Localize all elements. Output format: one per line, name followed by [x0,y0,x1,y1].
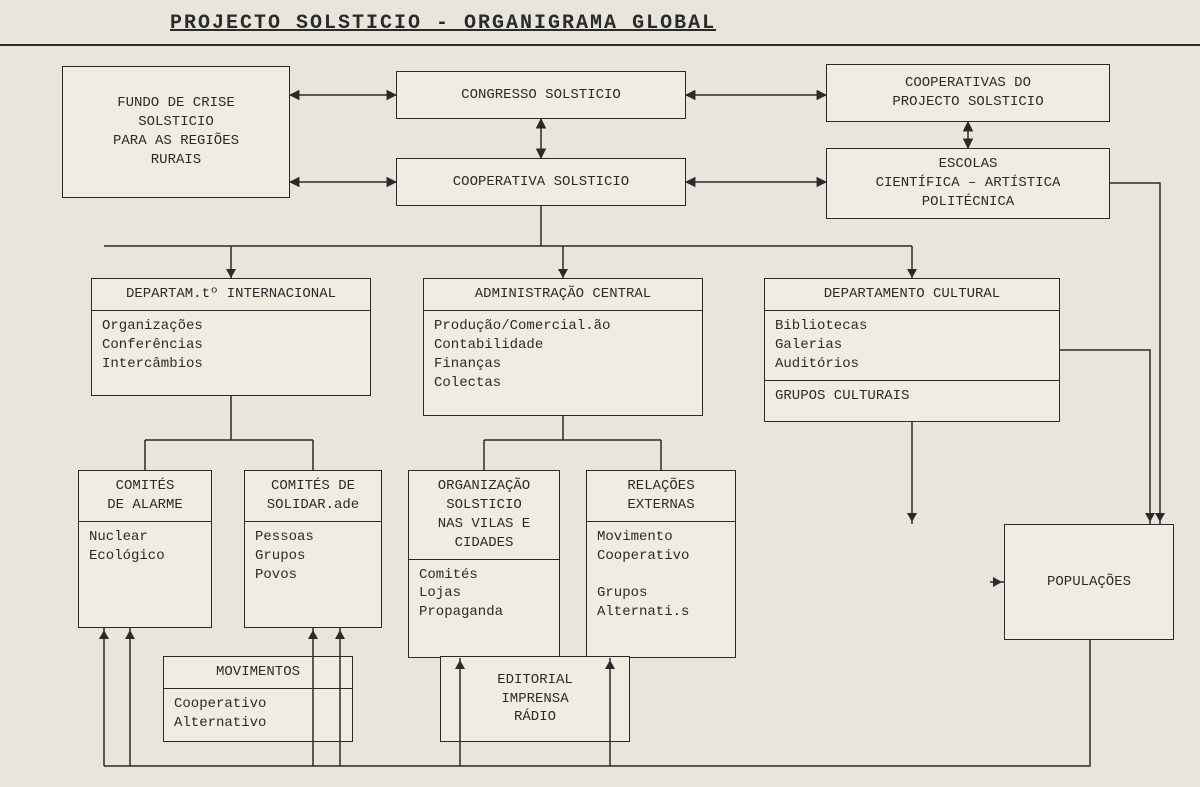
node-fundo: FUNDO DE CRISESOLSTICIOPARA AS REGIÕESRU… [62,66,290,198]
node-solidar-title: COMITÉS DESOLIDAR.ade [245,471,381,522]
node-relacoes-title: RELAÇÕESEXTERNAS [587,471,735,522]
node-dep_cult-title: DEPARTAMENTO CULTURAL [765,279,1059,311]
node-editorial: EDITORIALIMPRENSARÁDIO [440,656,630,742]
node-coop: COOPERATIVA SOLSTICIO [396,158,686,206]
node-alarme-body: NuclearEcológico [89,528,201,566]
node-dep_int-title: DEPARTAM.tº INTERNACIONAL [92,279,370,311]
node-dep_cult-footer: GRUPOS CULTURAIS [765,380,1059,412]
node-movimentos-title: MOVIMENTOS [164,657,352,689]
node-admin: ADMINISTRAÇÃO CENTRAL Produção/Comercial.… [423,278,703,416]
node-org_vilas-title: ORGANIZAÇÃOSOLSTICIONAS VILAS ECIDADES [409,471,559,560]
node-dep_cult: DEPARTAMENTO CULTURAL BibliotecasGalerias… [764,278,1060,422]
node-org_vilas: ORGANIZAÇÃOSOLSTICIONAS VILAS ECIDADES Co… [408,470,560,658]
node-org_vilas-body: ComitésLojasPropaganda [419,566,549,623]
node-solidar: COMITÉS DESOLIDAR.ade PessoasGruposPovos [244,470,382,628]
node-solidar-body: PessoasGruposPovos [255,528,371,585]
node-alarme-title: COMITÉSDE ALARME [79,471,211,522]
node-movimentos: MOVIMENTOS CooperativoAlternativo [163,656,353,742]
page-title: PROJECTO SOLSTICIO - ORGANIGRAMA GLOBAL [170,12,716,35]
node-populacoes: POPULAÇÕES [1004,524,1174,640]
node-dep_int-body: OrganizaçõesConferênciasIntercâmbios [102,317,360,374]
node-dep_int: DEPARTAM.tº INTERNACIONAL OrganizaçõesCon… [91,278,371,396]
node-congresso: CONGRESSO SOLSTICIO [396,71,686,119]
node-relacoes: RELAÇÕESEXTERNAS MovimentoCooperativoGrup… [586,470,736,658]
node-movimentos-body: CooperativoAlternativo [174,695,342,733]
node-alarme: COMITÉSDE ALARME NuclearEcológico [78,470,212,628]
node-dep_cult-body: BibliotecasGaleriasAuditórios [775,317,1049,374]
node-relacoes-body: MovimentoCooperativoGruposAlternati.s [597,528,725,622]
title-rule [0,44,1200,46]
node-escolas: ESCOLASCIENTÍFICA – ARTÍSTICAPOLITÉCNICA [826,148,1110,219]
node-coops: COOPERATIVAS DOPROJECTO SOLSTICIO [826,64,1110,122]
node-admin-title: ADMINISTRAÇÃO CENTRAL [424,279,702,311]
node-admin-body: Produção/Comercial.ãoContabilidadeFinanç… [434,317,692,393]
